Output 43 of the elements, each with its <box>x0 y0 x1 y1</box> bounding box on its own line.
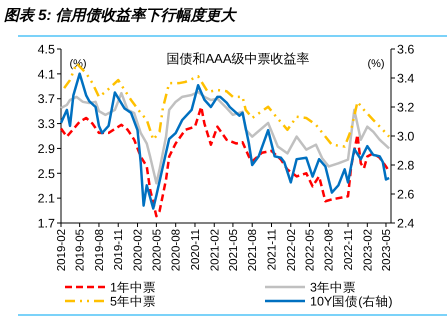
y-tick-label: 4.1 <box>38 67 56 82</box>
legend-label: 10Y国债(右轴) <box>310 294 393 308</box>
x-tick-label: 2022-02 <box>286 229 298 272</box>
line-series <box>60 72 390 210</box>
x-tick-label: 2019-08 <box>94 229 106 272</box>
x-tick-label: 2019-11 <box>113 229 126 270</box>
legend-label: 5年中票 <box>110 294 156 308</box>
y2-tick-label: 3.4 <box>397 72 414 86</box>
y2-tick-label: 2.8 <box>397 158 414 172</box>
line-series <box>60 106 390 218</box>
y-tick-label: 3.3 <box>38 117 56 132</box>
y-tick-label: 2.1 <box>38 192 56 206</box>
x-tick-label: 2023-05 <box>380 229 393 272</box>
x-tick-label: 2019-02 <box>56 229 68 272</box>
y2-tick-label: 3.2 <box>397 100 414 114</box>
x-tick-label: 2022-11 <box>343 229 356 270</box>
y-tick-label: 2.5 <box>38 166 56 181</box>
y-tick-label: 1.7 <box>38 216 56 230</box>
line-series <box>60 90 390 184</box>
y-tick-label: 3.7 <box>38 92 56 106</box>
x-tick-label: 2023-02 <box>362 229 374 272</box>
x-tick-label: 2022-05 <box>304 229 316 272</box>
x-tick-label: 2020-02 <box>132 229 145 272</box>
x-tick-label: 2020-11 <box>190 229 202 270</box>
legend-label: 1年中票 <box>110 280 156 294</box>
x-tick-label: 2021-08 <box>247 229 260 272</box>
y2-tick-label: 2.4 <box>397 216 414 230</box>
x-tick-label: 2020-08 <box>170 229 183 272</box>
chart-title: 图表 5: 信用债收益率下行幅度更大 <box>4 6 238 24</box>
y2-tick-label: 2.6 <box>397 188 414 202</box>
y2-tick-label: 3.0 <box>397 130 414 144</box>
chart-subtitle: 国债和AAA级中票收益率 <box>166 51 310 66</box>
x-tick-label: 2022-08 <box>324 229 336 272</box>
x-tick-label: 2021-11 <box>266 229 278 270</box>
y2-axis-title: (%) <box>367 58 385 70</box>
y2-tick-label: 3.6 <box>397 42 414 56</box>
x-tick-label: 2020-05 <box>151 229 164 272</box>
x-tick-label: 2019-05 <box>74 229 87 272</box>
x-tick-label: 2021-02 <box>209 229 222 272</box>
y-tick-label: 4.5 <box>38 42 56 56</box>
x-tick-label: 2021-05 <box>228 229 240 272</box>
legend-label: 3年中票 <box>310 280 356 294</box>
y-tick-label: 2.9 <box>38 142 56 156</box>
